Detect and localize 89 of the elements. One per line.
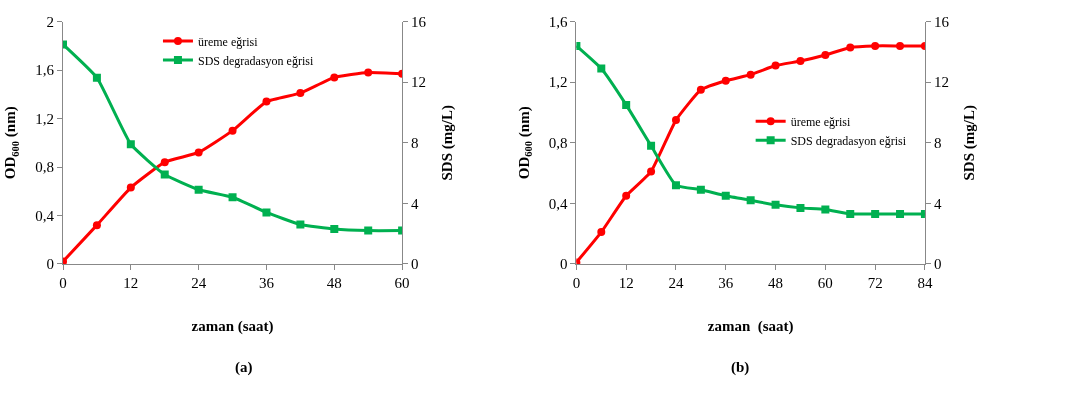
point (721, 76, 730, 85)
point (846, 209, 855, 218)
y-tick-label: 0,8 (548, 135, 568, 152)
point (330, 73, 339, 82)
y2-tick-label: 0 (411, 256, 419, 273)
point (871, 41, 880, 50)
point (160, 170, 169, 179)
point (228, 193, 237, 202)
point (796, 203, 805, 212)
point (721, 191, 730, 200)
x-tick-label: 0 (572, 274, 581, 291)
point (746, 196, 755, 205)
y-tick-label: 0,8 (35, 159, 54, 176)
point (871, 209, 880, 218)
point (126, 140, 135, 149)
point (647, 141, 656, 150)
point (696, 85, 705, 94)
point (796, 57, 805, 66)
point (647, 167, 656, 176)
x-tick-label: 84 (917, 274, 933, 291)
y2-tick-label: 12 (411, 74, 427, 91)
x-tick-label: 0 (59, 274, 67, 291)
y2-tick-label: 0 (933, 256, 942, 273)
point (296, 220, 305, 229)
legend-label: SDS degradasyon eğrisi (197, 53, 314, 68)
point (262, 208, 271, 217)
point (194, 148, 203, 157)
point (896, 41, 905, 50)
text: (b) (731, 359, 750, 376)
point (846, 43, 855, 52)
y-tick-label: 1,2 (548, 74, 568, 91)
x-tick-label: 24 (668, 274, 684, 291)
point (821, 50, 830, 59)
point (330, 225, 339, 234)
x-tick-label: 12 (618, 274, 634, 291)
point (622, 100, 631, 109)
point (126, 183, 135, 192)
point (771, 200, 780, 209)
y-tick-label: 1,2 (35, 110, 54, 127)
point (597, 228, 606, 237)
x-axis-title: zaman (saat) (707, 317, 794, 335)
point (671, 116, 680, 125)
point (364, 68, 373, 77)
x-tick-label: 36 (718, 274, 734, 291)
legend-label: üreme eğrisi (790, 114, 851, 129)
x-tick-label: 48 (768, 274, 784, 291)
y2-tick-label: 8 (411, 135, 419, 152)
x-tick-label: 60 (394, 274, 410, 291)
point (92, 221, 101, 230)
x-tick-label: 48 (326, 274, 342, 291)
point (671, 181, 680, 190)
y-tick-label: 1,6 (35, 62, 55, 79)
x-tick-label: 36 (258, 274, 275, 291)
point (160, 158, 169, 167)
point (622, 191, 631, 200)
x-tick-label: 12 (123, 274, 139, 291)
point (228, 126, 237, 135)
y-tick-label: 1,6 (548, 13, 568, 30)
point (771, 61, 780, 70)
y-tick-label: 0,4 (548, 195, 568, 212)
y2-axis-title: SDS (mg/L) (438, 105, 456, 181)
point (597, 64, 606, 73)
x-tick-label: 24 (191, 274, 207, 291)
point (296, 89, 305, 98)
x-tick-label: 72 (867, 274, 883, 291)
y-tick-label: 0 (559, 256, 568, 273)
y2-tick-label: 16 (411, 13, 427, 30)
y2-tick-label: 16 (933, 13, 950, 30)
point (696, 185, 705, 194)
x-axis-title: zaman (saat) (191, 317, 274, 335)
x-tick-label: 60 (817, 274, 833, 291)
point (364, 226, 373, 235)
y2-tick-label: 8 (933, 135, 942, 152)
y-tick-label: 0,4 (35, 207, 55, 224)
y2-tick-label: 4 (933, 195, 942, 212)
y2-axis-title: SDS (mg/L) (961, 105, 979, 181)
legend-label: üreme eğrisi (197, 34, 259, 49)
text: (a) (235, 359, 253, 376)
point (262, 97, 271, 106)
y-tick-label: 2 (46, 13, 54, 30)
point (746, 70, 755, 79)
point (896, 209, 905, 218)
y2-tick-label: 12 (933, 74, 949, 91)
y2-tick-label: 4 (411, 195, 420, 212)
point (92, 73, 101, 82)
point (821, 205, 830, 214)
point (194, 185, 203, 194)
legend-label: SDS degradasyon eğrisi (790, 133, 907, 148)
y-tick-label: 0 (46, 256, 54, 273)
